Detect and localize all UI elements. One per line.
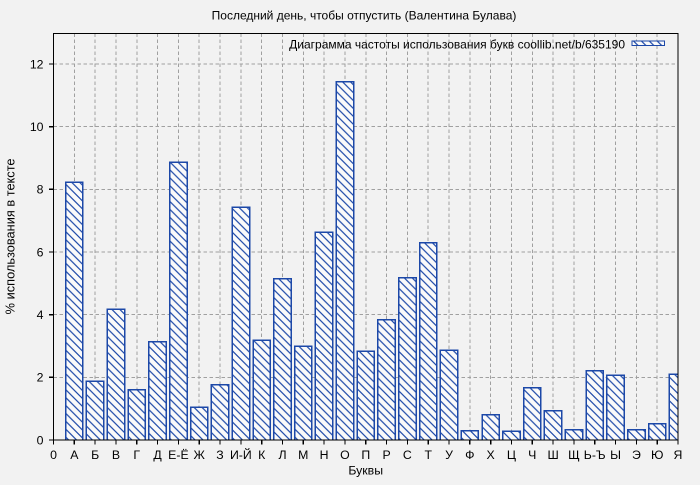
svg-text:12: 12 [30,57,44,71]
svg-text:Н: Н [320,448,329,462]
svg-text:Ф: Ф [465,448,474,462]
svg-text:П: П [361,448,370,462]
svg-text:А: А [70,448,79,462]
svg-text:М: М [298,448,308,462]
svg-text:Щ: Щ [568,448,580,462]
svg-text:О: О [340,448,350,462]
svg-text:Ц: Ц [507,448,516,462]
svg-text:Последний день, чтобы отпустит: Последний день, чтобы отпустить (Валенти… [212,9,517,23]
svg-text:У: У [445,448,453,462]
svg-text:Ж: Ж [194,448,206,462]
svg-text:0: 0 [50,448,57,462]
svg-text:Р: Р [382,448,390,462]
svg-text:З: З [216,448,223,462]
svg-text:2: 2 [37,371,44,385]
svg-text:Э: Э [632,448,641,462]
svg-text:% использования в тексте: % использования в тексте [3,158,18,314]
svg-text:Ы: Ы [610,448,621,462]
svg-text:И-Й: И-Й [230,447,252,462]
svg-text:Диаграмма частоты использовани: Диаграмма частоты использования букв coo… [289,37,625,51]
svg-text:Ю: Ю [651,448,663,462]
svg-text:Х: Х [487,448,495,462]
svg-text:Б: Б [91,448,99,462]
svg-text:Д: Д [153,448,162,462]
svg-text:8: 8 [37,183,44,197]
svg-text:4: 4 [37,308,44,322]
svg-text:С: С [403,448,412,462]
svg-text:Т: Т [424,448,432,462]
svg-text:В: В [112,448,120,462]
svg-text:Л: Л [278,448,286,462]
svg-text:К: К [258,448,266,462]
svg-text:Ь-Ъ: Ь-Ъ [584,448,606,462]
svg-text:Ш: Ш [547,448,558,462]
svg-text:10: 10 [30,120,44,134]
svg-text:Ч: Ч [528,448,536,462]
svg-text:6: 6 [37,245,44,259]
svg-text:Я: Я [674,448,683,462]
svg-text:0: 0 [37,433,44,447]
svg-text:Г: Г [133,448,140,462]
svg-text:Е-Ё: Е-Ё [168,448,189,462]
svg-text:Буквы: Буквы [348,463,383,477]
